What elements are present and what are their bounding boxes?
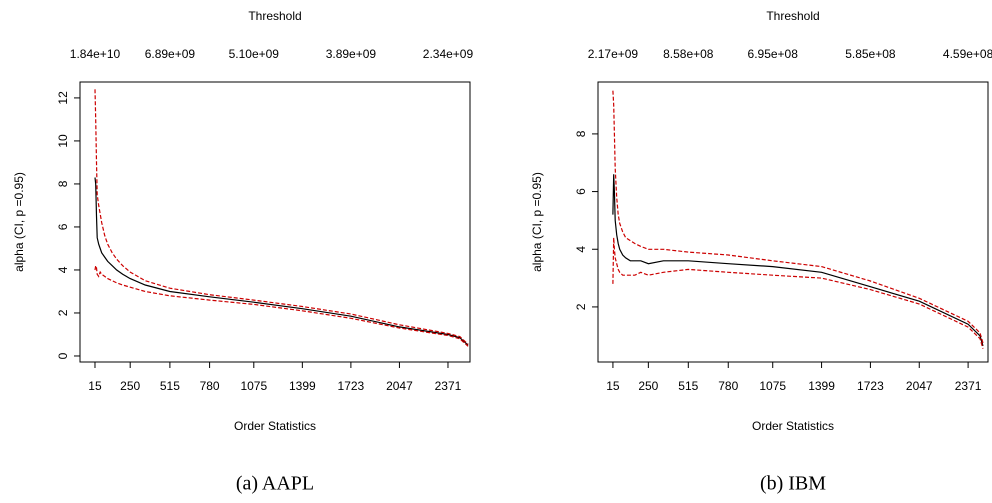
threshold-label: 8.58e+08 <box>663 47 714 61</box>
plot-box <box>79 81 471 363</box>
threshold-label: 6.89e+09 <box>145 47 196 61</box>
series-line <box>94 177 469 346</box>
y-axis-title: alpha (CI, p =0.95) <box>12 172 26 272</box>
x-tick-label: 1399 <box>289 379 316 393</box>
caption: (a) AAPL <box>236 473 314 495</box>
x-tick-label: 2371 <box>435 379 462 393</box>
y-tick-label: 0 <box>56 352 70 359</box>
x-tick-label: 1723 <box>338 379 365 393</box>
threshold-label: 1.84e+10 <box>70 47 121 61</box>
x-tick-label: 515 <box>678 379 698 393</box>
y-tick-label: 8 <box>574 130 588 137</box>
x-tick-label: 15 <box>606 379 620 393</box>
series-line <box>94 89 469 345</box>
threshold-label: 5.85e+08 <box>845 47 896 61</box>
plot-box <box>597 81 989 363</box>
series-line <box>612 237 984 349</box>
x-tick-label: 780 <box>718 379 738 393</box>
x-tick-label: 1075 <box>759 379 786 393</box>
x-tick-label: 1399 <box>808 379 835 393</box>
threshold-label: 4.59e+08 <box>943 47 992 61</box>
x-tick-label: 2047 <box>906 379 933 393</box>
y-tick-label: 8 <box>56 180 70 187</box>
x-tick-label: 1075 <box>240 379 267 393</box>
x-axis-title: Order Statistics <box>752 419 834 433</box>
top-title: Threshold <box>248 9 301 23</box>
x-tick-label: 2047 <box>386 379 413 393</box>
y-tick-label: 4 <box>56 266 70 273</box>
series-line <box>612 174 984 347</box>
threshold-label: 5.10e+09 <box>229 47 280 61</box>
y-tick-label: 10 <box>56 134 70 148</box>
series-line <box>94 263 469 347</box>
caption: (b) IBM <box>760 473 826 495</box>
y-tick-label: 6 <box>56 223 70 230</box>
top-title: Threshold <box>766 9 819 23</box>
x-tick-label: 780 <box>200 379 220 393</box>
series-line <box>612 90 984 344</box>
y-tick-label: 4 <box>574 246 588 253</box>
x-tick-label: 250 <box>638 379 658 393</box>
y-axis-title: alpha (CI, p =0.95) <box>530 172 544 272</box>
x-tick-label: 15 <box>88 379 102 393</box>
y-tick-label: 12 <box>56 91 70 105</box>
y-tick-label: 2 <box>56 309 70 316</box>
x-tick-label: 1723 <box>857 379 884 393</box>
threshold-label: 2.34e+09 <box>423 47 474 61</box>
y-tick-label: 6 <box>574 188 588 195</box>
x-tick-label: 2371 <box>955 379 982 393</box>
x-tick-label: 250 <box>120 379 140 393</box>
y-tick-label: 2 <box>574 303 588 310</box>
x-tick-label: 515 <box>160 379 180 393</box>
threshold-label: 6.95e+08 <box>748 47 799 61</box>
threshold-label: 3.89e+09 <box>326 47 377 61</box>
x-axis-title: Order Statistics <box>234 419 316 433</box>
threshold-label: 2.17e+09 <box>588 47 639 61</box>
